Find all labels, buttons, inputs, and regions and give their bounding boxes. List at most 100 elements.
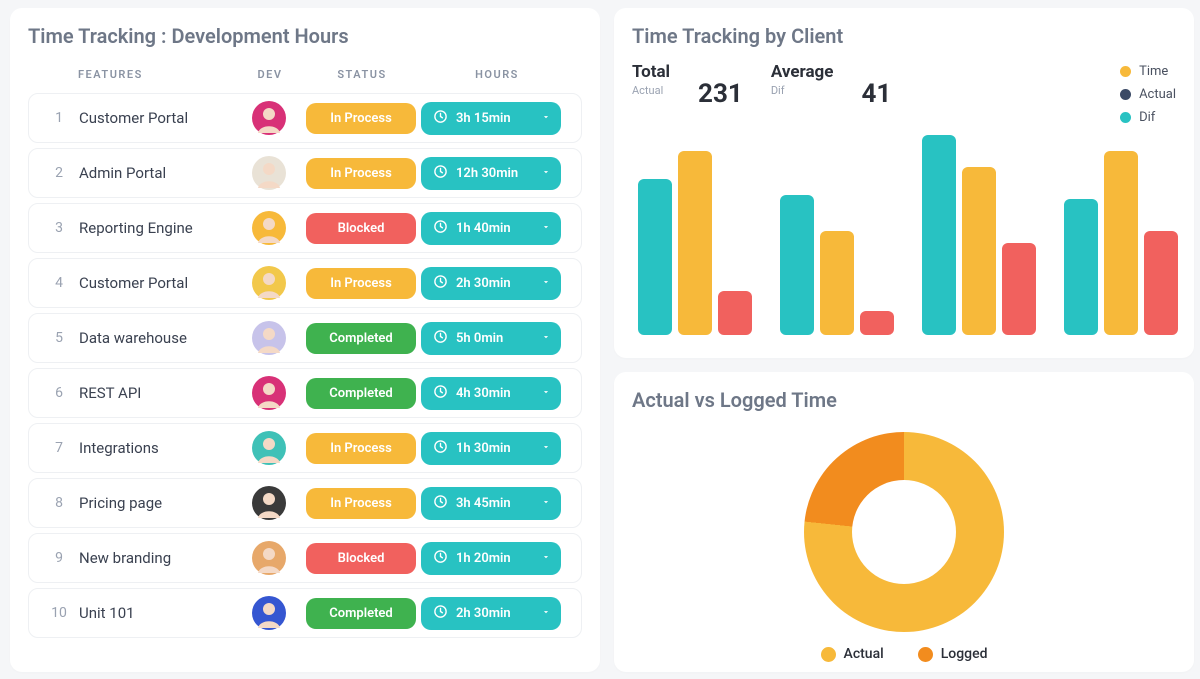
bar <box>860 311 894 335</box>
hours-pill[interactable]: 2h 30min <box>421 267 561 300</box>
metric-total-label-block: Total Actual <box>632 62 670 97</box>
table-row[interactable]: 8 Pricing page In Process 3h 45min <box>28 478 582 528</box>
chevron-down-icon <box>541 496 551 511</box>
dev-hours-card: Time Tracking : Development Hours FEATUR… <box>10 8 600 672</box>
chevron-down-icon <box>541 221 551 236</box>
hours-pill[interactable]: 1h 30min <box>421 432 561 465</box>
status-pill[interactable]: Completed <box>306 378 416 409</box>
status-pill[interactable]: Completed <box>306 323 416 354</box>
donut-legend: Actual Logged <box>821 646 988 662</box>
bar <box>678 151 712 335</box>
row-index: 7 <box>39 440 79 456</box>
legend-label: Actual <box>844 646 884 662</box>
bar <box>638 179 672 335</box>
avatar[interactable] <box>252 156 286 190</box>
status-pill[interactable]: In Process <box>306 103 416 134</box>
status-pill[interactable]: Completed <box>306 598 416 629</box>
avatar[interactable] <box>252 321 286 355</box>
row-index: 10 <box>39 605 79 621</box>
bar-legend: Time Actual Dif <box>1120 62 1176 125</box>
row-feature: Admin Portal <box>79 164 237 182</box>
chevron-down-icon <box>541 551 551 566</box>
bar <box>962 167 996 335</box>
table-header: FEATURES DEV STATUS HOURS <box>28 62 582 93</box>
table-row[interactable]: 10 Unit 101 Completed 2h 30min <box>28 588 582 638</box>
hours-text: 1h 40min <box>456 221 511 236</box>
table-row[interactable]: 1 Customer Portal In Process 3h 15min <box>28 93 582 143</box>
clock-icon <box>433 274 448 293</box>
metric-average-label: Average <box>771 62 834 82</box>
status-pill[interactable]: In Process <box>306 268 416 299</box>
col-dev: DEV <box>238 68 302 81</box>
bar-group <box>780 135 894 335</box>
table-row[interactable]: 9 New branding Blocked 1h 20min <box>28 533 582 583</box>
row-feature: Reporting Engine <box>79 219 237 237</box>
row-feature: Unit 101 <box>79 604 237 622</box>
status-pill[interactable]: Blocked <box>306 213 416 244</box>
hours-pill[interactable]: 3h 15min <box>421 102 561 135</box>
row-index: 4 <box>39 275 79 291</box>
avatar[interactable] <box>252 596 286 630</box>
metric-average-value: 41 <box>861 79 891 109</box>
row-index: 8 <box>39 495 79 511</box>
hours-pill[interactable]: 2h 30min <box>421 597 561 630</box>
actual-vs-logged-title: Actual vs Logged Time <box>632 388 1176 412</box>
status-pill[interactable]: Blocked <box>306 543 416 574</box>
row-feature: Customer Portal <box>79 274 237 292</box>
hours-text: 3h 15min <box>456 111 511 126</box>
legend-dot <box>821 647 836 662</box>
table-row[interactable]: 5 Data warehouse Completed 5h 0min <box>28 313 582 363</box>
clock-icon <box>433 549 448 568</box>
hours-text: 1h 30min <box>456 441 511 456</box>
clock-icon <box>433 219 448 238</box>
legend-label: Time <box>1139 64 1168 79</box>
table-row[interactable]: 2 Admin Portal In Process 12h 30min <box>28 148 582 198</box>
bar-group <box>922 135 1036 335</box>
bar <box>1064 199 1098 335</box>
row-index: 6 <box>39 385 79 401</box>
col-hours: HOURS <box>422 68 572 81</box>
status-pill[interactable]: In Process <box>306 488 416 519</box>
legend-item: Dif <box>1120 110 1176 125</box>
row-index: 2 <box>39 165 79 181</box>
table-row[interactable]: 6 REST API Completed 4h 30min <box>28 368 582 418</box>
col-status: STATUS <box>302 68 422 81</box>
chevron-down-icon <box>541 606 551 621</box>
clock-icon <box>433 439 448 458</box>
avatar[interactable] <box>252 376 286 410</box>
table-row[interactable]: 7 Integrations In Process 1h 30min <box>28 423 582 473</box>
row-index: 3 <box>39 220 79 236</box>
legend-item: Time <box>1120 64 1176 79</box>
status-pill[interactable]: In Process <box>306 433 416 464</box>
chevron-down-icon <box>541 111 551 126</box>
table-row[interactable]: 3 Reporting Engine Blocked 1h 40min <box>28 203 582 253</box>
avatar[interactable] <box>252 211 286 245</box>
avatar[interactable] <box>252 266 286 300</box>
clock-icon <box>433 329 448 348</box>
bar-chart <box>632 135 1176 335</box>
hours-pill[interactable]: 1h 40min <box>421 212 561 245</box>
table-row[interactable]: 4 Customer Portal In Process 2h 30min <box>28 258 582 308</box>
avatar[interactable] <box>252 431 286 465</box>
metric-average-sub: Dif <box>771 84 834 97</box>
row-feature: Pricing page <box>79 494 237 512</box>
avatar[interactable] <box>252 101 286 135</box>
clock-icon <box>433 604 448 623</box>
status-pill[interactable]: In Process <box>306 158 416 189</box>
hours-text: 12h 30min <box>456 166 518 181</box>
table-body: 1 Customer Portal In Process 3h 15min 2 … <box>28 93 582 658</box>
hours-pill[interactable]: 3h 45min <box>421 487 561 520</box>
hours-pill[interactable]: 5h 0min <box>421 322 561 355</box>
legend-item: Logged <box>918 646 988 662</box>
avatar[interactable] <box>252 486 286 520</box>
hours-pill[interactable]: 4h 30min <box>421 377 561 410</box>
hours-pill[interactable]: 12h 30min <box>421 157 561 190</box>
hours-pill[interactable]: 1h 20min <box>421 542 561 575</box>
legend-item: Actual <box>1120 87 1176 102</box>
chevron-down-icon <box>541 276 551 291</box>
avatar[interactable] <box>252 541 286 575</box>
col-features: FEATURES <box>78 68 238 81</box>
legend-dot <box>1120 112 1131 123</box>
metrics-row: Total Actual 231 Average Dif 41 TimeActu… <box>632 62 1176 125</box>
row-feature: Customer Portal <box>79 109 237 127</box>
